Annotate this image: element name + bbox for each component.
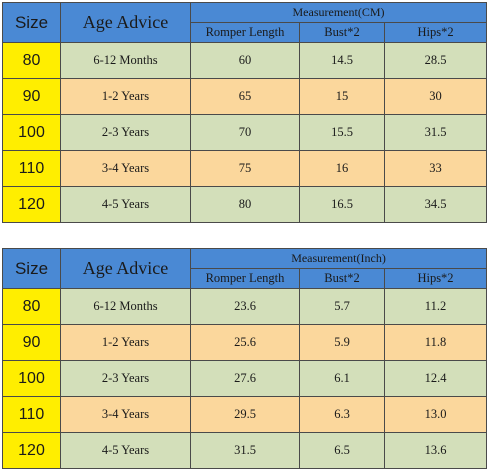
age-cell: 4-5 Years (60, 432, 191, 469)
header-measurement: Measurement(Inch) (190, 248, 487, 269)
bust-cell: 5.7 (299, 288, 385, 325)
bust-cell: 14.5 (299, 42, 385, 79)
age-cell: 6-12 Months (60, 42, 191, 79)
header-romper-length: Romper Length (190, 22, 300, 43)
romper-length-cell: 25.6 (190, 324, 300, 361)
age-cell: 3-4 Years (60, 150, 191, 187)
bust-cell: 15.5 (299, 114, 385, 151)
romper-length-cell: 80 (190, 186, 300, 223)
hips-cell: 31.5 (383, 114, 488, 151)
size-cell: 110 (2, 150, 61, 187)
bust-cell: 6.5 (299, 432, 385, 469)
header-age-advice: Age Advice (60, 2, 191, 43)
table-row: 110 3-4 Years 29.5 6.3 13.0 (2, 396, 487, 433)
romper-length-cell: 75 (190, 150, 300, 187)
age-cell: 4-5 Years (60, 186, 191, 223)
hips-cell: 28.5 (383, 42, 488, 79)
age-cell: 1-2 Years (60, 78, 191, 115)
age-cell: 6-12 Months (60, 288, 191, 325)
table-row: 90 1-2 Years 25.6 5.9 11.8 (2, 324, 487, 361)
header-size: Size (2, 2, 61, 43)
hips-cell: 12.4 (384, 360, 487, 397)
header-bust: Bust*2 (299, 22, 385, 43)
hips-cell: 33 (383, 150, 488, 187)
table-row: 80 6-12 Months 23.6 5.7 11.2 (2, 288, 487, 325)
romper-length-cell: 60 (190, 42, 300, 79)
bust-cell: 16 (299, 150, 385, 187)
romper-length-cell: 23.6 (190, 288, 300, 325)
table-row: 100 2-3 Years 27.6 6.1 12.4 (2, 360, 487, 397)
size-chart-cm-table: Size Age Advice Measurement(CM) Romper L… (2, 2, 488, 223)
table-row: 110 3-4 Years 75 16 33 (2, 150, 488, 187)
bust-cell: 6.1 (299, 360, 385, 397)
size-chart-inch-table: Size Age Advice Measurement(Inch) Romper… (2, 248, 487, 469)
size-cell: 80 (2, 42, 61, 79)
romper-length-cell: 31.5 (190, 432, 300, 469)
bust-cell: 5.9 (299, 324, 385, 361)
header-bust: Bust*2 (299, 268, 385, 289)
age-cell: 2-3 Years (60, 114, 191, 151)
size-cell: 90 (2, 324, 61, 361)
romper-length-cell: 29.5 (190, 396, 300, 433)
hips-cell: 11.2 (384, 288, 487, 325)
size-cell: 100 (2, 360, 61, 397)
romper-length-cell: 65 (190, 78, 300, 115)
size-cell: 80 (2, 288, 61, 325)
header-hips: Hips*2 (384, 268, 487, 289)
header-age-advice: Age Advice (60, 248, 191, 289)
hips-cell: 11.8 (384, 324, 487, 361)
size-cell: 90 (2, 78, 61, 115)
size-cell: 100 (2, 114, 61, 151)
hips-cell: 30 (383, 78, 488, 115)
header-romper-length: Romper Length (190, 268, 300, 289)
hips-cell: 13.0 (384, 396, 487, 433)
bust-cell: 6.3 (299, 396, 385, 433)
table-row: 80 6-12 Months 60 14.5 28.5 (2, 42, 488, 79)
table-row: 120 4-5 Years 80 16.5 34.5 (2, 186, 488, 223)
romper-length-cell: 27.6 (190, 360, 300, 397)
header-size: Size (2, 248, 61, 289)
bust-cell: 16.5 (299, 186, 385, 223)
size-cell: 110 (2, 396, 61, 433)
age-cell: 3-4 Years (60, 396, 191, 433)
bust-cell: 15 (299, 78, 385, 115)
table-row: 90 1-2 Years 65 15 30 (2, 78, 488, 115)
table-row: 120 4-5 Years 31.5 6.5 13.6 (2, 432, 487, 469)
table-row: 100 2-3 Years 70 15.5 31.5 (2, 114, 488, 151)
hips-cell: 13.6 (384, 432, 487, 469)
age-cell: 2-3 Years (60, 360, 191, 397)
header-measurement: Measurement(CM) (189, 2, 488, 23)
age-cell: 1-2 Years (60, 324, 191, 361)
hips-cell: 34.5 (383, 186, 488, 223)
size-cell: 120 (2, 186, 61, 223)
header-hips: Hips*2 (383, 22, 488, 43)
size-cell: 120 (2, 432, 61, 469)
romper-length-cell: 70 (190, 114, 300, 151)
